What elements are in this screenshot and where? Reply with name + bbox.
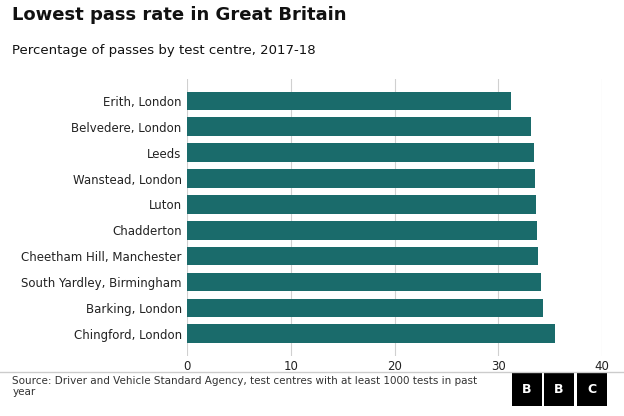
Text: C: C xyxy=(587,383,596,396)
Bar xyxy=(187,117,530,136)
Bar xyxy=(187,247,538,265)
Text: B: B xyxy=(554,383,564,396)
Bar xyxy=(187,221,537,240)
Bar xyxy=(187,144,534,162)
Text: Lowest pass rate in Great Britain: Lowest pass rate in Great Britain xyxy=(12,6,347,24)
Text: Percentage of passes by test centre, 2017-18: Percentage of passes by test centre, 201… xyxy=(12,44,316,57)
Text: Source: Driver and Vehicle Standard Agency, test centres with at least 1000 test: Source: Driver and Vehicle Standard Agen… xyxy=(12,376,477,397)
Bar xyxy=(187,324,555,343)
Text: B: B xyxy=(522,383,532,396)
Bar xyxy=(187,92,511,110)
Bar xyxy=(187,195,536,214)
Bar xyxy=(187,273,541,291)
Bar xyxy=(187,299,543,317)
Bar xyxy=(187,169,535,188)
